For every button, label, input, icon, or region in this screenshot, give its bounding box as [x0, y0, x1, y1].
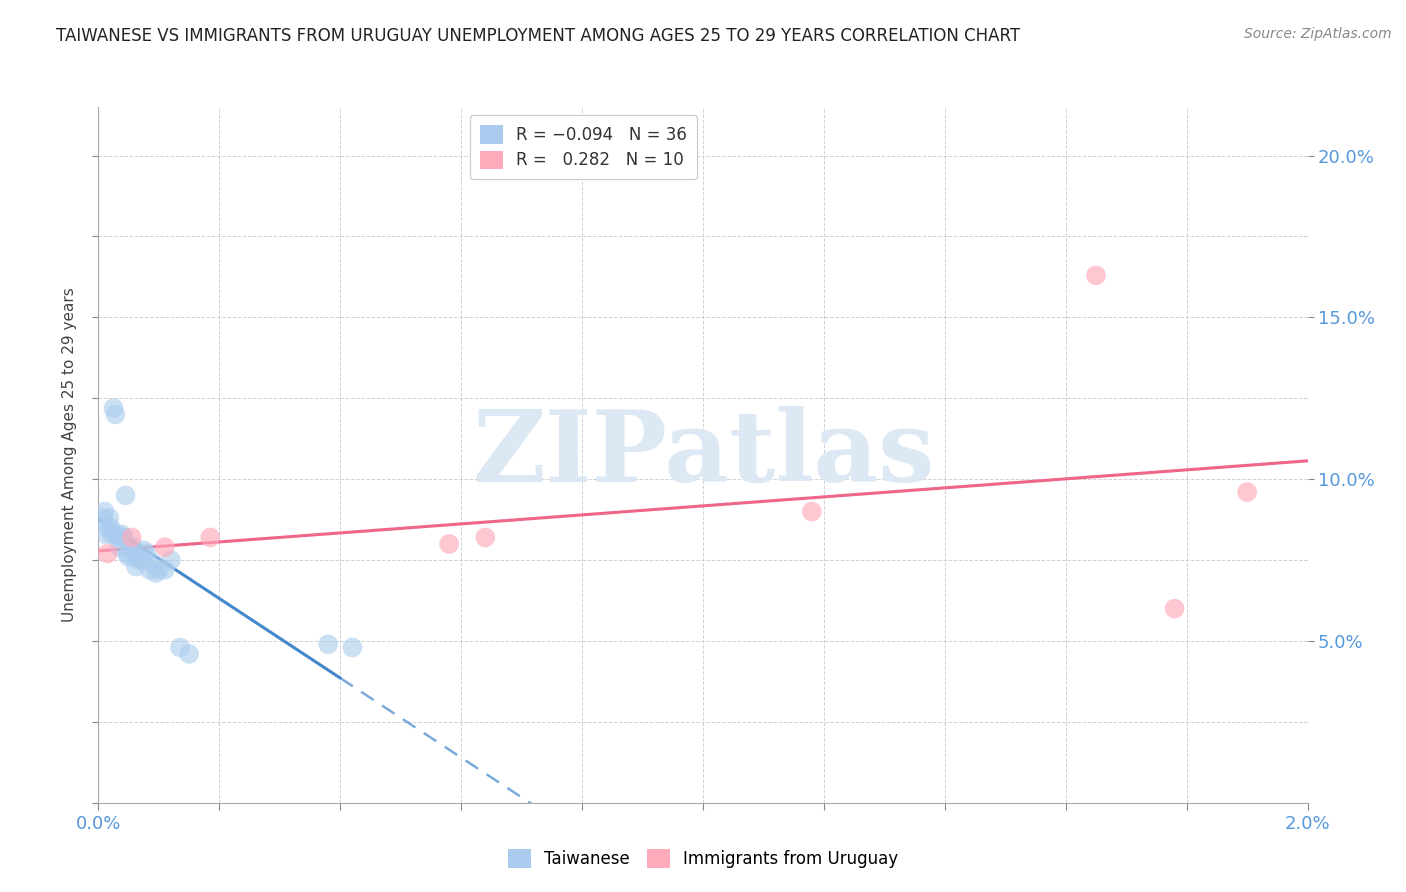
Point — [118, 549, 141, 564]
Point — [179, 647, 201, 661]
Legend: Taiwanese, Immigrants from Uruguay: Taiwanese, Immigrants from Uruguay — [501, 843, 905, 875]
Point — [131, 553, 153, 567]
Point — [128, 553, 150, 567]
Point — [148, 563, 170, 577]
Point — [117, 547, 139, 561]
Point — [114, 488, 136, 502]
Point — [105, 527, 128, 541]
Point — [132, 543, 155, 558]
Point — [96, 547, 118, 561]
Point — [153, 540, 176, 554]
Point — [104, 408, 127, 422]
Point — [200, 531, 222, 545]
Point — [108, 540, 131, 554]
Text: TAIWANESE VS IMMIGRANTS FROM URUGUAY UNEMPLOYMENT AMONG AGES 25 TO 29 YEARS CORR: TAIWANESE VS IMMIGRANTS FROM URUGUAY UNE… — [56, 27, 1021, 45]
Point — [127, 549, 149, 564]
Point — [91, 511, 114, 525]
Point — [100, 521, 122, 535]
Text: ZIPatlas: ZIPatlas — [472, 407, 934, 503]
Point — [121, 531, 143, 545]
Point — [1163, 601, 1185, 615]
Point — [1085, 268, 1108, 283]
Point — [160, 553, 183, 567]
Legend: R = −0.094   N = 36, R =   0.282   N = 10: R = −0.094 N = 36, R = 0.282 N = 10 — [470, 115, 697, 179]
Point — [94, 527, 117, 541]
Point — [169, 640, 191, 655]
Point — [103, 401, 125, 415]
Point — [139, 563, 162, 577]
Point — [437, 537, 460, 551]
Point — [93, 504, 115, 518]
Point — [142, 557, 165, 571]
Y-axis label: Unemployment Among Ages 25 to 29 years: Unemployment Among Ages 25 to 29 years — [62, 287, 77, 623]
Point — [122, 540, 145, 554]
Text: Source: ZipAtlas.com: Source: ZipAtlas.com — [1244, 27, 1392, 41]
Point — [110, 527, 132, 541]
Point — [121, 543, 143, 558]
Point — [800, 504, 823, 518]
Point — [342, 640, 364, 655]
Point — [153, 563, 176, 577]
Point — [96, 521, 118, 535]
Point — [112, 531, 135, 545]
Point — [111, 531, 134, 545]
Point — [1236, 485, 1258, 500]
Point — [100, 527, 122, 541]
Point — [474, 531, 496, 545]
Point — [145, 566, 167, 580]
Point — [125, 559, 148, 574]
Point — [135, 547, 157, 561]
Point — [316, 637, 339, 651]
Point — [98, 511, 121, 525]
Point — [107, 531, 129, 545]
